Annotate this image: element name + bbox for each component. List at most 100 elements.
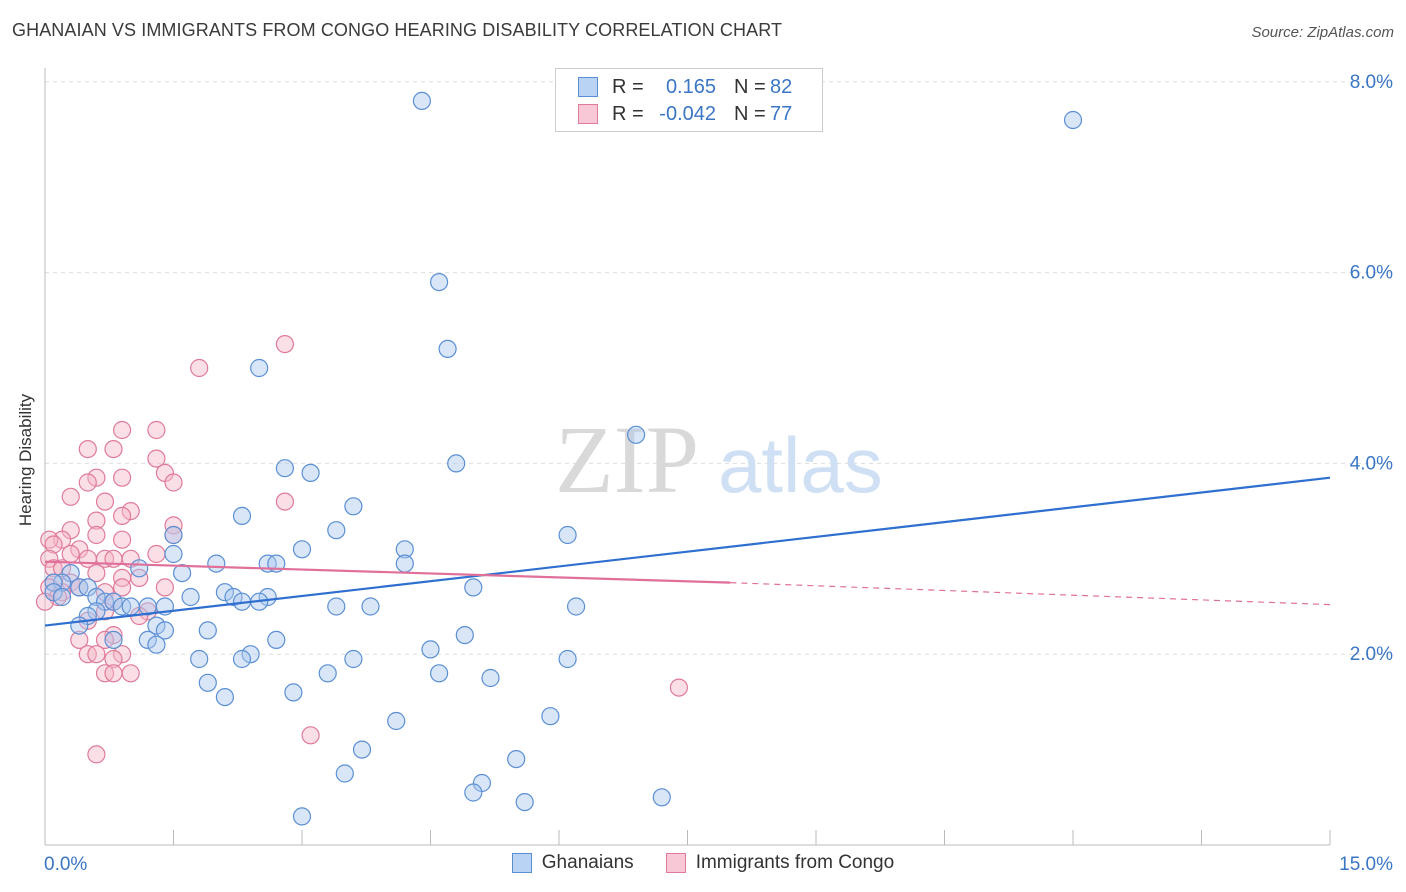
n-label: N = bbox=[734, 102, 766, 125]
n-value: 82 bbox=[770, 75, 793, 98]
ghanaian-point bbox=[173, 563, 192, 583]
congo-point bbox=[669, 678, 689, 697]
congo-trend-extension bbox=[730, 582, 1331, 606]
ghanaian-point bbox=[190, 649, 209, 669]
ghanaian-point bbox=[447, 454, 466, 473]
ghanaian-point bbox=[104, 630, 123, 650]
congo-point bbox=[112, 420, 132, 440]
congo-point bbox=[104, 625, 123, 645]
ghanaian-point bbox=[87, 587, 106, 607]
legend-label: Ghanaians bbox=[541, 852, 634, 873]
congo-point bbox=[112, 530, 132, 549]
ghanaian-point bbox=[164, 544, 183, 564]
ghanaian-point bbox=[335, 764, 354, 783]
congo-points bbox=[35, 335, 689, 764]
congo-point bbox=[61, 487, 80, 506]
x-tick-label: 15.0% bbox=[1339, 854, 1393, 875]
ghanaian-point bbox=[198, 673, 217, 692]
y-tick-label: 6.0% bbox=[1350, 263, 1393, 284]
r-label: R = bbox=[612, 102, 644, 125]
source-label: Source: ZipAtlas.com bbox=[1251, 24, 1394, 41]
ghanaian-point bbox=[558, 525, 577, 545]
ghanaian-point bbox=[44, 583, 63, 602]
ghanaian-point bbox=[138, 630, 157, 650]
stats-row-ghanaians: R = 0.165 N = 82 bbox=[578, 74, 792, 100]
ghanaian-point bbox=[121, 597, 140, 616]
ghanaian-point bbox=[292, 540, 312, 559]
ghanaian-point bbox=[327, 521, 346, 540]
chart-title: GHANAIAN VS IMMIGRANTS FROM CONGO HEARIN… bbox=[12, 20, 783, 40]
ghanaian-point bbox=[387, 711, 406, 731]
y-tick-label: 4.0% bbox=[1350, 453, 1393, 474]
congo-point bbox=[112, 506, 132, 526]
ghanaian-point bbox=[566, 597, 586, 616]
ghanaian-point bbox=[70, 616, 89, 635]
y-tick-label: 8.0% bbox=[1350, 72, 1393, 93]
congo-point bbox=[78, 473, 97, 492]
congo-point bbox=[78, 440, 97, 459]
watermark-zip: ZIP bbox=[555, 406, 699, 513]
ghanaian-point bbox=[344, 497, 363, 516]
ghanaian-point bbox=[541, 707, 560, 726]
ghanaian-point bbox=[232, 506, 252, 526]
ghanaian-point bbox=[104, 592, 123, 611]
r-label: R = bbox=[612, 75, 644, 98]
congo-point bbox=[44, 535, 63, 554]
congo-point bbox=[138, 602, 157, 621]
congo-point bbox=[121, 502, 140, 521]
congo-point bbox=[95, 492, 115, 511]
ghanaian-point bbox=[352, 740, 372, 759]
ghanaian-point bbox=[430, 664, 449, 683]
ghanaian-point bbox=[155, 621, 174, 640]
ghanaian-point bbox=[241, 645, 260, 664]
grid-lines bbox=[45, 81, 1392, 655]
trend-lines bbox=[44, 476, 1331, 627]
congo-point bbox=[87, 511, 106, 530]
congo-point bbox=[112, 468, 132, 487]
ghanaian-point bbox=[395, 540, 414, 559]
ghanaian-point bbox=[284, 683, 303, 702]
congo-point bbox=[87, 563, 106, 583]
ghanaian-point bbox=[215, 583, 234, 602]
congo-point bbox=[40, 549, 59, 568]
congo-point bbox=[147, 420, 166, 440]
stats-row-congo: R = -0.042 N = 77 bbox=[578, 101, 792, 127]
ghanaian-point bbox=[267, 630, 286, 650]
congo-point bbox=[104, 440, 123, 459]
ghanaian-point bbox=[164, 525, 183, 545]
ghanaian-point bbox=[181, 587, 200, 607]
congo-point bbox=[112, 578, 132, 597]
ghanaian-point bbox=[52, 587, 72, 607]
ghanaian-point bbox=[455, 625, 474, 645]
legend-item-ghanaians: Ghanaians bbox=[511, 852, 634, 874]
n-value: 77 bbox=[770, 102, 793, 125]
congo-point bbox=[147, 544, 166, 564]
ghanaian-point bbox=[292, 807, 312, 826]
congo-point bbox=[121, 664, 140, 683]
ghanaian-point bbox=[147, 616, 166, 635]
congo-trend-line bbox=[44, 560, 731, 584]
ghanaian-point bbox=[44, 573, 63, 592]
ghanaian-point bbox=[215, 687, 234, 707]
ghanaian-point bbox=[515, 792, 534, 812]
ghanaian-point bbox=[301, 463, 320, 482]
ghanaian-point bbox=[147, 635, 166, 654]
ghanaian-point bbox=[652, 788, 671, 807]
blue-swatch bbox=[578, 77, 598, 97]
ghanaian-point bbox=[464, 783, 483, 802]
ghanaian-point bbox=[361, 597, 380, 616]
congo-point bbox=[155, 578, 174, 597]
congo-point bbox=[147, 449, 166, 468]
congo-point bbox=[87, 645, 106, 664]
n-label: N = bbox=[734, 75, 766, 98]
ghanaian-point bbox=[207, 554, 226, 573]
congo-point bbox=[301, 726, 320, 745]
congo-point bbox=[164, 516, 183, 535]
ghanaian-point bbox=[250, 358, 269, 378]
ghanaian-point bbox=[481, 668, 500, 688]
ghanaian-point bbox=[1063, 110, 1083, 130]
ghanaian-point bbox=[395, 554, 414, 573]
ghanaian-point bbox=[327, 597, 346, 616]
congo-point bbox=[87, 525, 106, 545]
